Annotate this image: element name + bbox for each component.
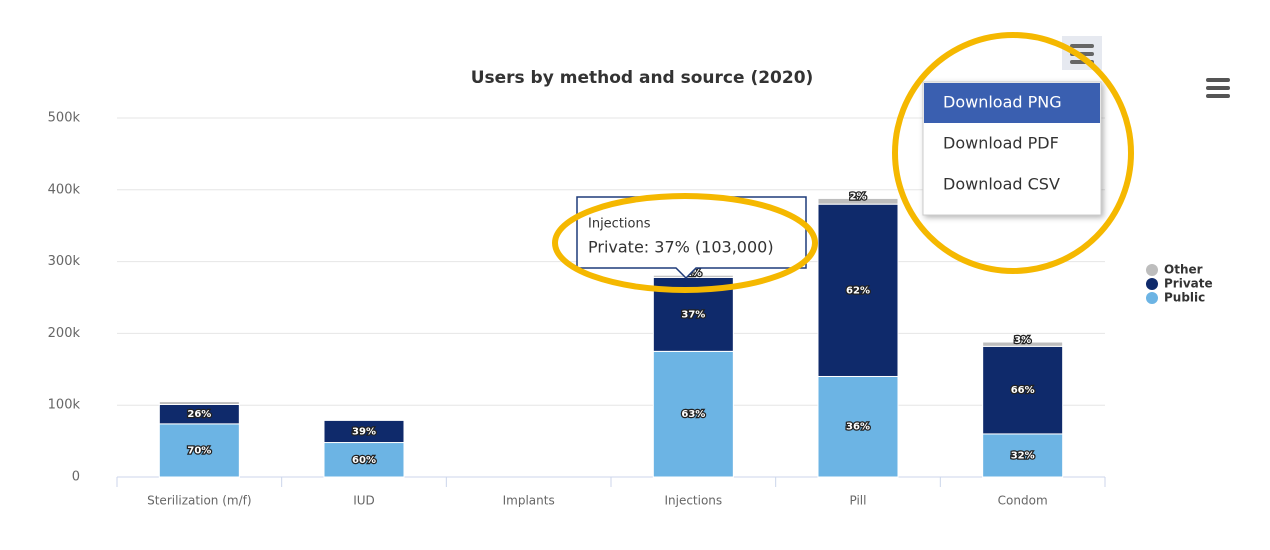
- legend-marker: [1146, 264, 1158, 276]
- legend-label: Private: [1164, 277, 1213, 291]
- menu-item[interactable]: Download PNG: [943, 93, 1062, 112]
- tooltip: Injections Private: 37% (103,000): [576, 196, 807, 280]
- y-tick-label: 500k: [48, 111, 81, 126]
- bar-segment: [817, 375, 899, 478]
- bar-segment: [158, 423, 240, 478]
- bar-segment: [652, 350, 734, 478]
- y-tick-label: 100k: [48, 398, 81, 413]
- menu-icon[interactable]: [1206, 78, 1230, 98]
- tooltip-box: [576, 196, 807, 280]
- x-tick-label: Injections: [664, 494, 722, 508]
- menu-items: Download PNG Download PDF Download CSV: [943, 93, 1062, 194]
- data-label: 66%: [1011, 385, 1035, 396]
- y-tick-label: 300k: [48, 254, 81, 269]
- bar-segment: [982, 341, 1064, 347]
- x-tick-label: IUD: [353, 494, 375, 508]
- data-label: 63%: [681, 409, 705, 420]
- data-label: 60%: [352, 455, 376, 466]
- menu-item[interactable]: Download CSV: [943, 175, 1060, 194]
- bar-segment: [323, 419, 405, 421]
- chart-title: Users by method and source (2020): [471, 68, 814, 88]
- x-tick-label: Condom: [998, 494, 1048, 508]
- data-label: 62%: [846, 285, 870, 296]
- bar-segment: [982, 345, 1064, 435]
- y-tick-label: 0: [72, 470, 80, 485]
- legend-marker: [1146, 292, 1158, 304]
- data-label: 26%: [187, 409, 211, 420]
- menu-item[interactable]: Download PDF: [943, 134, 1059, 153]
- tooltip-text: Private: 37% (103,000): [588, 238, 774, 257]
- bar-segment: [817, 197, 899, 205]
- menu-item-hover: [924, 83, 1100, 123]
- data-label: 32%: [1011, 450, 1035, 461]
- bar-segment: [652, 274, 734, 278]
- x-tick-label: Pill: [850, 494, 867, 508]
- y-tick-label: 200k: [48, 326, 81, 341]
- legend-marker: [1146, 278, 1158, 290]
- data-label: 39%: [352, 426, 376, 437]
- data-label: 2%: [850, 191, 867, 202]
- legend-label: Other: [1164, 263, 1203, 277]
- tooltip-title: Injections: [588, 217, 651, 232]
- highlight: [552, 193, 818, 293]
- data-label: 3%: [1014, 335, 1031, 346]
- plot-area: 0 100k 200k 300k 400k 500k Sterilization (m/f)…: [48, 111, 1213, 508]
- data-label: 36%: [846, 422, 870, 433]
- x-tick-label: Sterilization (m/f): [147, 494, 251, 508]
- x-tick-label: Implants: [503, 494, 555, 508]
- data-label: 37%: [681, 309, 705, 320]
- y-tick-label: 400k: [48, 182, 81, 197]
- legend-label: Public: [1164, 291, 1205, 305]
- highlight: [892, 32, 1134, 274]
- data-label: 70%: [187, 445, 211, 456]
- bar-segment: [158, 401, 240, 405]
